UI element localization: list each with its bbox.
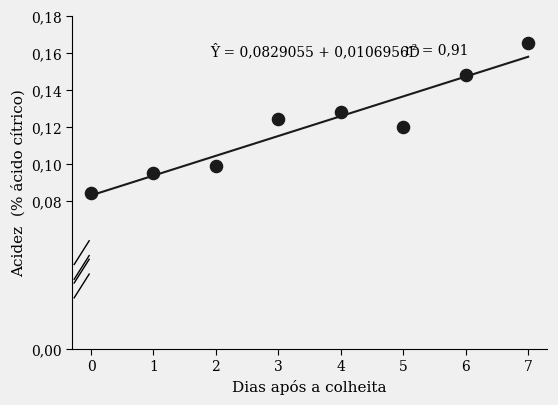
Y-axis label: Acidez  (% ácido cítrico): Acidez (% ácido cítrico) [11,89,26,277]
Point [274,117,283,123]
Point [399,124,408,131]
Point [86,191,95,197]
Point [211,163,220,169]
Text: r² = 0,91: r² = 0,91 [405,43,468,57]
Point [461,72,470,79]
Point [524,41,533,47]
Point [336,109,345,116]
X-axis label: Dias após a colheita: Dias após a colheita [232,379,387,394]
Text: Ŷ = 0,0829055 + 0,0106956D: Ŷ = 0,0829055 + 0,0106956D [210,43,420,59]
Point [149,171,158,177]
